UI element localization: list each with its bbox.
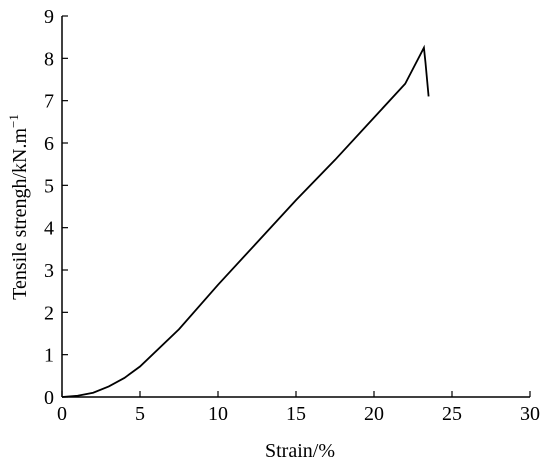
y-tick-label: 4 xyxy=(44,218,54,240)
y-tick-label: 8 xyxy=(44,48,54,70)
y-tick-label: 3 xyxy=(44,260,54,282)
x-tick-label: 20 xyxy=(364,403,384,425)
x-tick-label: 25 xyxy=(442,403,462,425)
x-tick-label: 10 xyxy=(208,403,228,425)
x-axis-label: Strain/% xyxy=(265,440,335,462)
x-tick-label: 5 xyxy=(135,403,145,425)
y-tick-label: 6 xyxy=(44,133,54,155)
y-axis-label-main: Tensile strengh/kN.m xyxy=(9,128,31,300)
y-axis-label: Tensile strengh/kN.m−1 xyxy=(6,114,31,300)
y-tick-label: 9 xyxy=(44,6,54,28)
data-line xyxy=(61,44,430,398)
y-axis-label-superscript: −1 xyxy=(6,114,21,128)
x-tick-label: 0 xyxy=(57,403,67,425)
y-tick-label: 0 xyxy=(44,387,54,409)
y-tick-label: 7 xyxy=(44,91,54,113)
x-tick-label: 15 xyxy=(286,403,306,425)
x-tick-label: 30 xyxy=(520,403,540,425)
y-tick-label: 2 xyxy=(44,302,54,324)
y-tick-label: 5 xyxy=(44,175,54,197)
y-tick-label: 1 xyxy=(44,345,54,367)
